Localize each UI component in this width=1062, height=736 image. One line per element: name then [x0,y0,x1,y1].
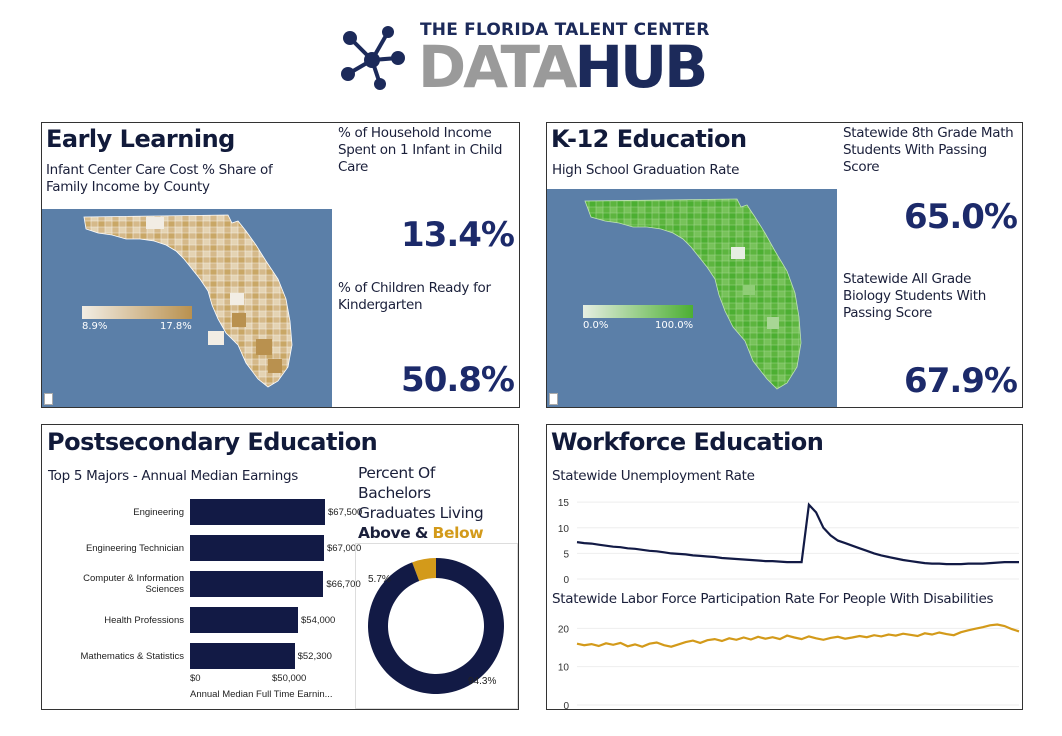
bar[interactable] [190,643,295,669]
florida-map[interactable] [547,189,837,407]
logo-subtitle: THE FLORIDA TALENT CENTER [420,20,710,40]
early-learning-panel[interactable]: Early Learning Infant Center Care Cost %… [41,122,520,408]
donut-title-above: Above [358,524,411,542]
legend-max-label: 17.8% [160,321,192,332]
unemployment-chart-title: Statewide Unemployment Rate [552,468,755,484]
k12-panel[interactable]: K-12 Education High School Graduation Ra… [546,122,1023,408]
map-corner-marker [549,393,558,405]
disability-participation-chart-title: Statewide Labor Force Participation Rate… [552,591,994,607]
y-tick-label: 0 [563,701,569,710]
datahub-logo: THE FLORIDA TALENT CENTER DATAHUB [336,18,736,100]
kpi-infant-care-label: % of Household Income Spent on 1 Infant … [338,125,503,175]
bar-value-label: $67,000 [327,543,362,554]
logo-data: DATA [418,33,577,101]
series-line[interactable] [576,502,1019,566]
bar[interactable] [190,499,325,525]
donut-above-label: 94.3% [468,676,497,687]
donut-title-and: & [414,524,429,542]
x-tick-label: $50,000 [272,673,307,684]
kpi-biology-label: Statewide All Grade Biology Students Wit… [843,271,986,321]
y-tick-label: 5 [563,549,569,560]
network-logo-icon [341,26,405,90]
workforce-panel[interactable]: Workforce Education Statewide Unemployme… [546,424,1023,710]
unemployment-line-chart[interactable]: 15 10 5 0 [547,489,1023,589]
earnings-chart-title: Top 5 Majors - Annual Median Earnings [48,468,299,484]
kpi-8th-grade-math-label: Statewide 8th Grade Math Students With P… [843,125,1014,175]
logo-wordmark: DATAHUB [418,33,708,101]
donut-title-text: Percent Of Bachelors Graduates Living [358,464,484,522]
early-learning-legend [82,306,192,319]
donut-container[interactable]: 5.7% 94.3% [355,543,518,709]
bar-category-label: Engineering [133,507,184,518]
bar-category-label: Health Professions [104,615,184,626]
donut-title-below: Below [432,524,484,542]
y-tick-label: 10 [558,524,570,535]
x-axis-label: Annual Median Full Time Earnin... [190,689,333,700]
postsecondary-panel[interactable]: Postsecondary Education Top 5 Majors - A… [41,424,519,710]
donut-below-label: 5.7% [368,574,391,585]
early-learning-map[interactable]: 8.9% 17.8% [42,209,332,407]
k12-map[interactable]: 0.0% 100.0% [547,189,837,407]
bachelors-donut-chart[interactable] [356,544,517,708]
donut-slice-above[interactable] [368,558,504,694]
earnings-bar-chart[interactable]: Engineering $67,500 Engineering Technician… [42,493,362,709]
legend-min-label: 0.0% [583,320,609,331]
bar-value-label: $52,300 [297,651,332,662]
kpi-biology-value: 67.9% [904,361,1018,401]
k12-legend [583,305,693,318]
bar-category-label: Mathematics & Statistics [80,651,184,662]
kpi-kindergarten-value: 50.8% [401,360,515,400]
bar-category-label: Computer & Information Sciences [83,573,184,595]
x-tick-label: $0 [190,673,201,684]
bar[interactable] [190,571,324,597]
bar-value-label: $66,700 [326,579,361,590]
y-tick-label: 0 [563,575,569,586]
kpi-8th-grade-math-value: 65.0% [904,197,1018,237]
kpi-kindergarten-label: % of Children Ready for Kindergarten [338,280,491,313]
early-learning-title: Early Learning [46,125,235,153]
donut-slice-below[interactable] [412,558,436,582]
bar-value-label: $54,000 [301,615,336,626]
bar[interactable] [190,535,324,561]
bar-value-label: $67,500 [328,507,363,518]
bar-category-label: Engineering Technician [85,543,184,554]
kpi-infant-care-value: 13.4% [401,215,515,255]
k12-title: K-12 Education [551,125,747,153]
bar[interactable] [190,607,298,633]
workforce-title: Workforce Education [551,428,824,456]
y-tick-label: 20 [558,624,570,635]
logo-hub: HUB [574,33,708,101]
k12-map-title: High School Graduation Rate [552,162,740,178]
florida-map[interactable] [42,209,332,407]
postsecondary-title: Postsecondary Education [47,428,378,456]
series-line[interactable] [576,623,1020,648]
early-learning-map-title: Infant Center Care Cost % Share of Famil… [46,162,273,195]
map-corner-marker [44,393,53,405]
disability-participation-line-chart[interactable]: 20 10 0 [547,611,1023,710]
y-tick-label: 10 [558,663,570,674]
legend-max-label: 100.0% [655,320,694,331]
y-tick-label: 15 [558,498,570,509]
legend-min-label: 8.9% [82,321,108,332]
donut-title: Percent Of Bachelors Graduates Living Ab… [358,463,508,543]
